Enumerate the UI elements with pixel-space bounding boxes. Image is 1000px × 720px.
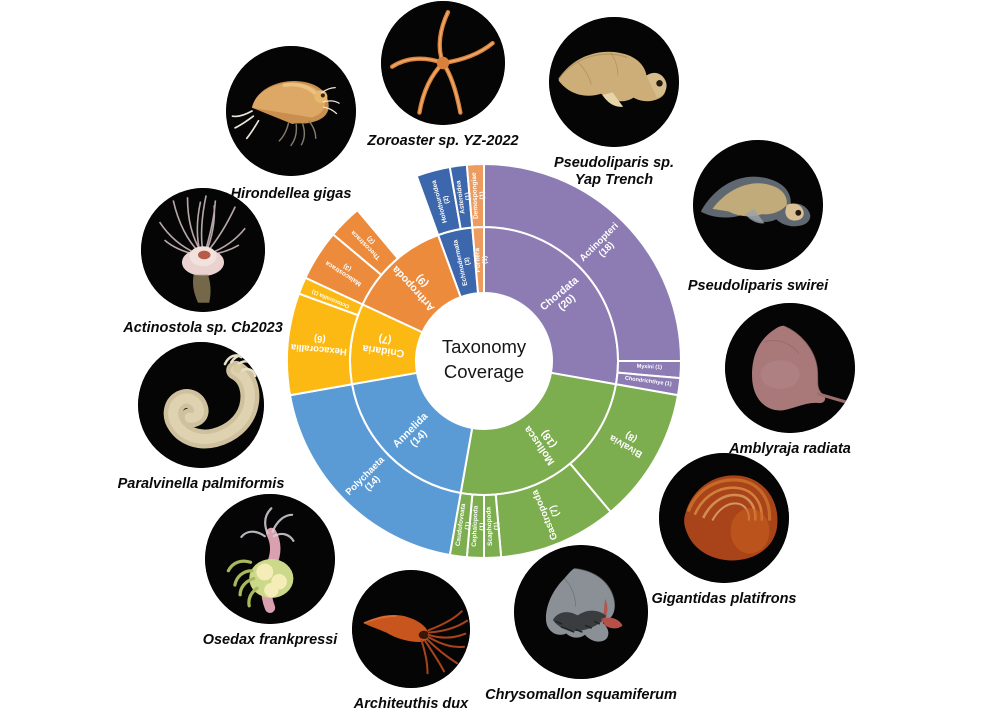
svg-text:Coverage: Coverage [444, 361, 524, 382]
svg-text:Taxonomy: Taxonomy [442, 336, 527, 357]
svg-text:Myxini (1): Myxini (1) [637, 364, 663, 371]
